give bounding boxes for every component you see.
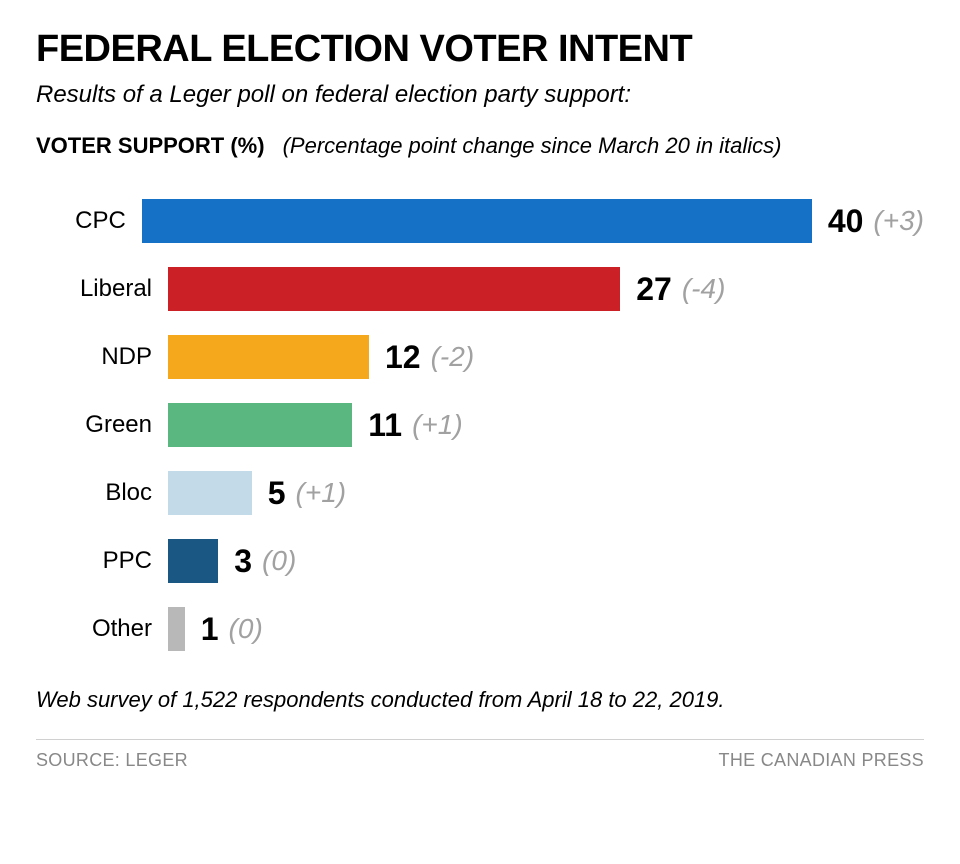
bar-row: CPC 40 (+3): [36, 187, 924, 255]
footnote: Web survey of 1,522 respondents conducte…: [36, 687, 924, 713]
bar-change: (0): [262, 545, 296, 577]
bar-label: Green: [36, 411, 168, 439]
bar-label: CPC: [36, 207, 142, 235]
bar-value: 1: [201, 611, 219, 648]
bar-change: (-4): [682, 273, 726, 305]
bar: [168, 335, 369, 379]
bar-label: PPC: [36, 547, 168, 575]
bar-value: 12: [385, 339, 421, 376]
axis-label: VOTER SUPPORT (%): [36, 133, 265, 159]
axis-note: (Percentage point change since March 20 …: [283, 133, 782, 159]
bar: [168, 403, 352, 447]
credit: THE CANADIAN PRESS: [719, 750, 924, 771]
axis-header: VOTER SUPPORT (%) (Percentage point chan…: [36, 133, 924, 159]
bar-chart: CPC 40 (+3) Liberal 27 (-4) NDP 12 (-2) Green 11 (+…: [36, 187, 924, 663]
bar-value: 5: [268, 475, 286, 512]
bar-row: Liberal 27 (-4): [36, 255, 924, 323]
bar-change: (-2): [431, 341, 475, 373]
bar-track: 3 (0): [168, 539, 924, 583]
page-title: FEDERAL ELECTION VOTER INTENT: [36, 28, 924, 71]
bar-row: Bloc 5 (+1): [36, 459, 924, 527]
bar-track: 12 (-2): [168, 335, 924, 379]
bar: [168, 607, 185, 651]
footer: SOURCE: LEGER THE CANADIAN PRESS: [36, 739, 924, 771]
chart-container: FEDERAL ELECTION VOTER INTENT Results of…: [0, 0, 960, 864]
bar-track: 27 (-4): [168, 267, 924, 311]
bar-row: PPC 3 (0): [36, 527, 924, 595]
bar-track: 1 (0): [168, 607, 924, 651]
bar: [168, 267, 620, 311]
bar-track: 5 (+1): [168, 471, 924, 515]
bar-label: Liberal: [36, 275, 168, 303]
subtitle: Results of a Leger poll on federal elect…: [36, 81, 924, 109]
bar-value: 27: [636, 271, 672, 308]
source-label: SOURCE: LEGER: [36, 750, 188, 771]
bar-label: NDP: [36, 343, 168, 371]
bar: [168, 471, 252, 515]
bar-track: 40 (+3): [142, 199, 924, 243]
bar-track: 11 (+1): [168, 403, 924, 447]
bar-row: NDP 12 (-2): [36, 323, 924, 391]
bar-change: (+1): [412, 409, 463, 441]
bar-value: 40: [828, 203, 864, 240]
bar-label: Other: [36, 615, 168, 643]
bar: [168, 539, 218, 583]
bar-row: Green 11 (+1): [36, 391, 924, 459]
bar-label: Bloc: [36, 479, 168, 507]
bar-change: (+1): [296, 477, 347, 509]
bar-row: Other 1 (0): [36, 595, 924, 663]
bar: [142, 199, 812, 243]
bar-change: (0): [229, 613, 263, 645]
bar-value: 11: [368, 407, 402, 444]
bar-change: (+3): [873, 205, 924, 237]
bar-value: 3: [234, 543, 252, 580]
